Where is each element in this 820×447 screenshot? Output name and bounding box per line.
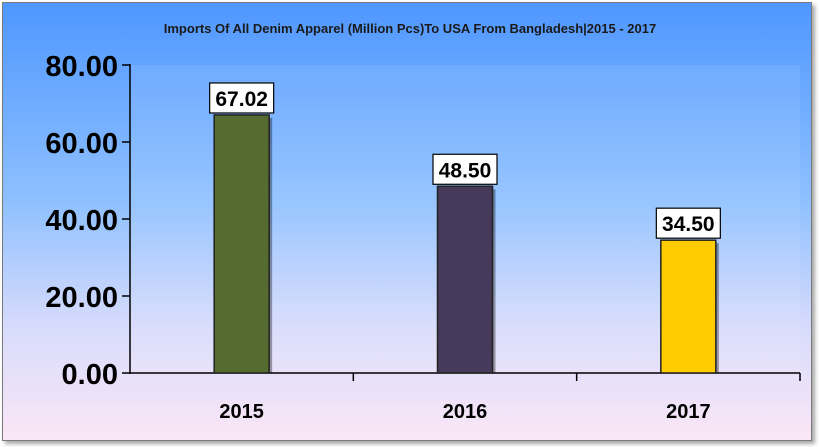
data-label-box bbox=[209, 82, 275, 114]
y-tick-label: 20.00 bbox=[45, 282, 118, 314]
x-tick-label: 2017 bbox=[666, 401, 711, 423]
data-label-box bbox=[432, 153, 498, 185]
bar bbox=[436, 185, 494, 374]
bars-group: 67.02 48.50 34.50 bbox=[209, 82, 721, 374]
data-label: 48.50 bbox=[439, 159, 492, 182]
data-label-box bbox=[655, 207, 721, 239]
y-tick-label: 40.00 bbox=[45, 205, 118, 237]
data-label: 67.02 bbox=[215, 88, 268, 111]
y-tick-label: 80.00 bbox=[45, 51, 118, 83]
data-label: 34.50 bbox=[662, 213, 715, 236]
y-axis-ticks: 0.00 20.00 40.00 60.00 80.00 bbox=[45, 51, 130, 391]
x-tick-label: 2015 bbox=[219, 401, 264, 423]
bar bbox=[213, 114, 270, 374]
y-tick-label: 0.00 bbox=[62, 359, 118, 391]
bar bbox=[660, 239, 717, 374]
y-tick-label: 60.00 bbox=[45, 128, 118, 160]
x-axis-labels: 2015 2016 2017 bbox=[219, 373, 801, 423]
x-tick-label: 2016 bbox=[443, 401, 488, 423]
chart-title: Imports Of All Denim Apparel (Million Pc… bbox=[164, 21, 656, 36]
